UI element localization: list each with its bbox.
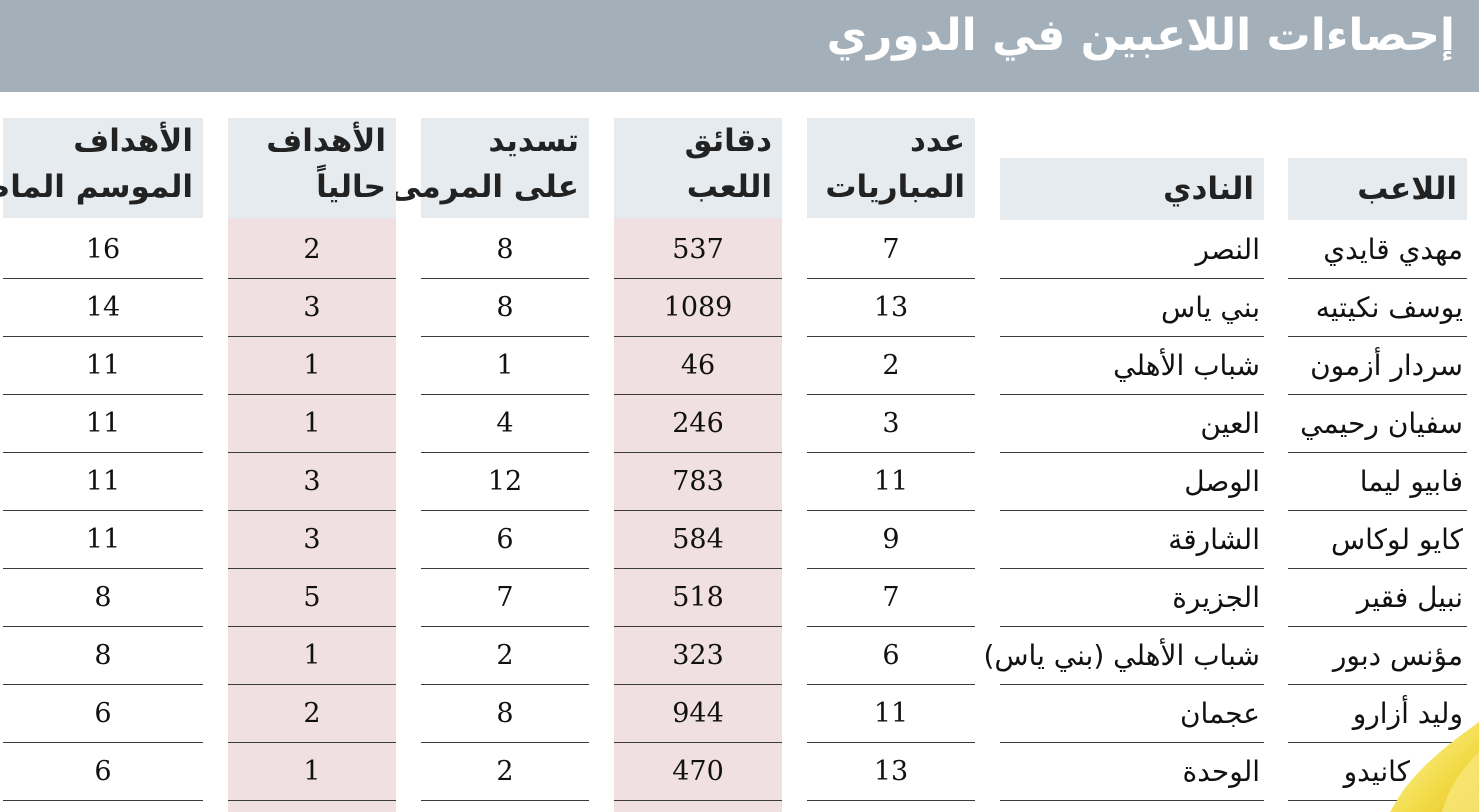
header-minutes-line1: دقائق [684,123,772,159]
cell-minutes: 537 [614,221,782,279]
cell-minutes: 944 [614,685,782,743]
cell-minutes: 470 [614,743,782,801]
header-club: النادي [1000,158,1264,220]
header-club-label: النادي [1163,171,1254,207]
cell-player: فابيو ليما [1288,453,1467,511]
header-goals-current-line2: حالياً [316,169,386,205]
cell-goals-last: 8 [3,569,203,627]
header-goals-current-line1: الأهداف [266,123,386,159]
cell-club: شباب الأهلي (بني ياس) [983,627,1264,685]
cell-goals-current: 3 [228,511,396,569]
header-goals-current: الأهداف حالياً [228,118,396,218]
cell-player: سردار أزمون [1288,337,1467,395]
header-player-label: اللاعب [1357,171,1457,207]
cell-club: الشارقة [1000,511,1264,569]
cell-matches: 6 [807,627,975,685]
cell-goals-last: 8 [3,627,203,685]
cell-player: وليد أزارو [1288,685,1467,743]
header-goals-last-line2: الموسم الماضي [0,169,193,205]
cell-goals-current: 1 [228,627,396,685]
cell-goals-current: 3 [228,279,396,337]
cell-matches: 13 [807,279,975,337]
goals-current-column-shade [228,218,396,812]
cell-player: مؤنس دبور [1288,627,1467,685]
cell-goals-current: 1 [228,395,396,453]
cell-goals-current: 1 [228,743,396,801]
cell-goals-last: 11 [3,511,203,569]
cell-goals-current: 2 [228,685,396,743]
cell-matches: 11 [807,453,975,511]
cell-goals-last: 16 [3,221,203,279]
cell-minutes: 783 [614,453,782,511]
cell-shots: 4 [421,395,589,453]
header-shots: تسديد على المرمى [390,118,589,218]
cell-minutes: 1089 [614,279,782,337]
header-player: اللاعب [1288,158,1467,220]
cell-club: بني ياس [1000,279,1264,337]
cell-matches: 11 [807,685,975,743]
cell-shots: 1 [421,337,589,395]
cell-player: كايو كانيدو [1288,743,1467,801]
cell-goals-current: 3 [228,453,396,511]
cell-club: عجمان [1000,685,1264,743]
cell-goals-last: 11 [3,395,203,453]
cell-goals-last: 6 [3,685,203,743]
cell-shots: 8 [421,279,589,337]
cell-goals-last: 11 [3,337,203,395]
cell-club: العين [1000,395,1264,453]
cell-shots: 12 [421,453,589,511]
cell-player: كايو لوكاس [1288,511,1467,569]
page-title: إحصاءات اللاعبين في الدوري [826,10,1455,61]
cell-goals-current: 5 [228,569,396,627]
header-minutes: دقائق اللعب [614,118,782,218]
cell-shots: 6 [421,511,589,569]
cell-club: الوحدة [1000,743,1264,801]
header-shots-line1: تسديد [488,123,579,159]
title-bar: إحصاءات اللاعبين في الدوري [0,0,1479,92]
cell-club: الجزيرة [1000,569,1264,627]
header-matches: عدد المباريات [807,118,975,218]
cell-matches: 3 [807,395,975,453]
cell-matches: 2 [807,337,975,395]
cell-goals-last: 6 [3,743,203,801]
header-goals-last: الأهداف الموسم الماضي [0,118,203,218]
cell-player: يوسف نكيتيه [1288,279,1467,337]
cell-matches: 9 [807,511,975,569]
cell-goals-current: 2 [228,221,396,279]
cell-goals-current: 1 [228,337,396,395]
cell-club: شباب الأهلي [1000,337,1264,395]
cell-minutes: 323 [614,627,782,685]
cell-shots: 8 [421,685,589,743]
header-minutes-line2: اللعب [686,169,772,205]
cell-shots: 8 [421,221,589,279]
cell-minutes: 518 [614,569,782,627]
header-goals-last-line1: الأهداف [73,123,193,159]
header-shots-line2: على المرمى [390,169,579,205]
cell-player: مهدي قايدي [1288,221,1467,279]
header-matches-line2: المباريات [825,169,965,205]
cell-minutes: 584 [614,511,782,569]
cell-matches: 13 [807,743,975,801]
cell-club: الوصل [1000,453,1264,511]
cell-shots: 2 [421,627,589,685]
cell-minutes: 246 [614,395,782,453]
cell-player: نبيل فقير [1288,569,1467,627]
cell-goals-last: 11 [3,453,203,511]
cell-player: سفيان رحيمي [1288,395,1467,453]
cell-shots: 7 [421,569,589,627]
cell-matches: 7 [807,569,975,627]
cell-matches: 7 [807,221,975,279]
cell-shots: 2 [421,743,589,801]
header-matches-line1: عدد [910,123,965,159]
cell-goals-last: 14 [3,279,203,337]
cell-minutes: 46 [614,337,782,395]
cell-club: النصر [1000,221,1264,279]
minutes-column-shade [614,218,782,812]
